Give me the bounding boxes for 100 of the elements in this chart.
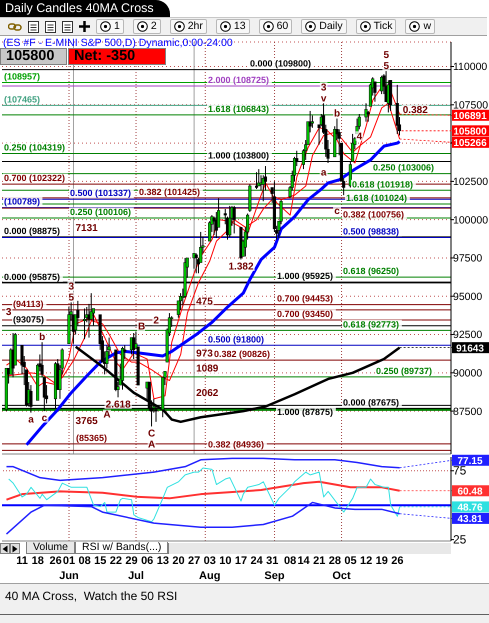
x-tick-label: 21 [313,555,326,567]
ref-line-label: (107465) [4,94,40,104]
y-tick-label: 97500 [453,252,482,265]
ref-line-label: 1.000 (87875) [277,406,334,417]
x-tick-label: 18 [32,555,44,567]
annotation: 5 [383,61,390,72]
x-tick-label: 13 [156,555,169,567]
annotation: Net: -350 [68,48,166,65]
ref-line-label: 0.500 (91800) [208,334,264,344]
annotation: 3 [320,82,327,94]
ref-line-label: 0.382 (84936) [208,439,264,450]
annotation: 7131 [75,222,98,234]
x2-tick-label: Jul [128,570,144,582]
y-tick-label: 25 [453,532,467,546]
x2-tick-label: Sep [264,570,285,582]
annotation: 1089 [196,364,219,375]
annotation: c [334,206,340,217]
annotation: 5 [383,50,390,62]
ref-line-label: 1.000 (103800) [208,150,270,160]
text: 2hr [188,20,203,33]
annotation: B [138,321,146,332]
x-tick-label: 08 [284,555,296,567]
annotation: Volume [26,541,76,554]
data-label: 43.81 [457,514,483,526]
annotation: 2.618 [106,399,132,410]
ref-line-label: 0.618 (92773) [343,319,400,330]
text: 13 [234,20,246,33]
ref-line-label: 0.618 (101918) [352,179,414,190]
x2-tick-label: Oct [332,570,352,582]
ref-line-label: 0.618 (96250) [343,266,400,276]
x-tick-label: 28 [328,555,341,567]
data-label: 106891 [453,110,488,122]
annotation: 105800 [0,48,67,65]
data-label: 60.48 [457,486,483,498]
ref-line-label: 0.250 (89737) [376,366,432,376]
y-tick-label: 92500 [453,329,482,342]
y-tick-label: 102500 [453,176,488,188]
annotation: A [103,410,111,421]
annotation: A [148,439,156,450]
ref-line-label: 1.618 (101024) [346,192,408,203]
x-tick-label: 10 [219,555,232,567]
x2-tick-label: Aug [199,570,220,582]
x-tick-label: 22 [110,555,122,567]
text: Daily [319,20,343,33]
x-tick-label: 08 [78,555,91,567]
data-label: 105266 [453,138,488,149]
annotation: 0.382 [402,104,428,116]
text: Daily Candles 40MA Cross [0,0,170,17]
ref-line-label: 0.000 (87675) [343,397,400,408]
x-tick-label: 24 [250,555,264,567]
annotation: 1.382 [228,261,254,272]
ref-line-label: 0.382 (100756) [343,210,404,220]
y-tick-label: 90000 [453,368,482,380]
x-tick-label: 17 [234,555,248,567]
x-tick-label: 12 [360,555,372,567]
ref-line-label: (108957) [4,71,40,82]
annotation: 3765 [75,416,98,427]
annotation: 5 [68,292,74,304]
annotation: 3 [68,281,74,292]
ref-line-label: (93075) [13,314,44,325]
annotation: 4 [356,131,363,142]
x-tick-label: 06 [141,555,154,567]
ref-line-label: 0.382 (90826) [214,349,270,360]
annotation: C [148,428,156,440]
ref-line-label: 0.000 (109800) [250,58,312,69]
data-label: 91643 [456,343,484,354]
annotation: 2062 [196,388,219,400]
text: 40 MA Cross, Watch the 50 RSI [5,589,178,603]
y-tick-label: 87500 [453,406,482,418]
y-tick-label: 107500 [453,99,488,112]
x-tick-label: 03 [204,555,216,567]
x-tick-label: 20 [172,555,185,567]
ref-line-label: 2.000 (108725) [208,75,270,86]
ref-line-label: 0.500 (98838) [343,226,400,236]
annotation: b [39,332,46,344]
y-tick-label: 95000 [453,290,482,303]
text: RSI w/ Bands(...) [75,541,168,554]
x-tick-label: 26 [391,555,404,567]
x-tick-label: 27 [188,555,200,567]
annotation: 2 [153,316,160,327]
ref-line-label: 0.000 (98875) [4,226,60,236]
text: 2 [150,20,157,33]
x-tick-label: 26 [49,555,62,567]
y-tick-label: 110000 [453,61,488,74]
y-tick-label: 100000 [453,214,488,226]
ref-line-label: 1.618 (106843) [208,104,270,114]
chart-title: (ES #F - E-MINI S&P 500,D) Dynamic,0:00-24:00 [3,37,233,49]
annotation: 105800 [453,126,488,138]
text: 1 [114,20,120,33]
x-tick-label: 05 [344,555,357,567]
ref-line-label: 0.700 (94453) [277,294,334,304]
ref-line-label: (100789) [4,196,40,207]
annotation: v [320,93,327,104]
annotation: c [42,413,48,424]
annotation: a [320,168,327,179]
annotation: b [334,108,340,120]
annotation: 475 [196,296,214,308]
x-tick-label: 31 [266,555,278,567]
x-tick-label: 29 [125,555,138,567]
text: 60 [276,20,288,33]
